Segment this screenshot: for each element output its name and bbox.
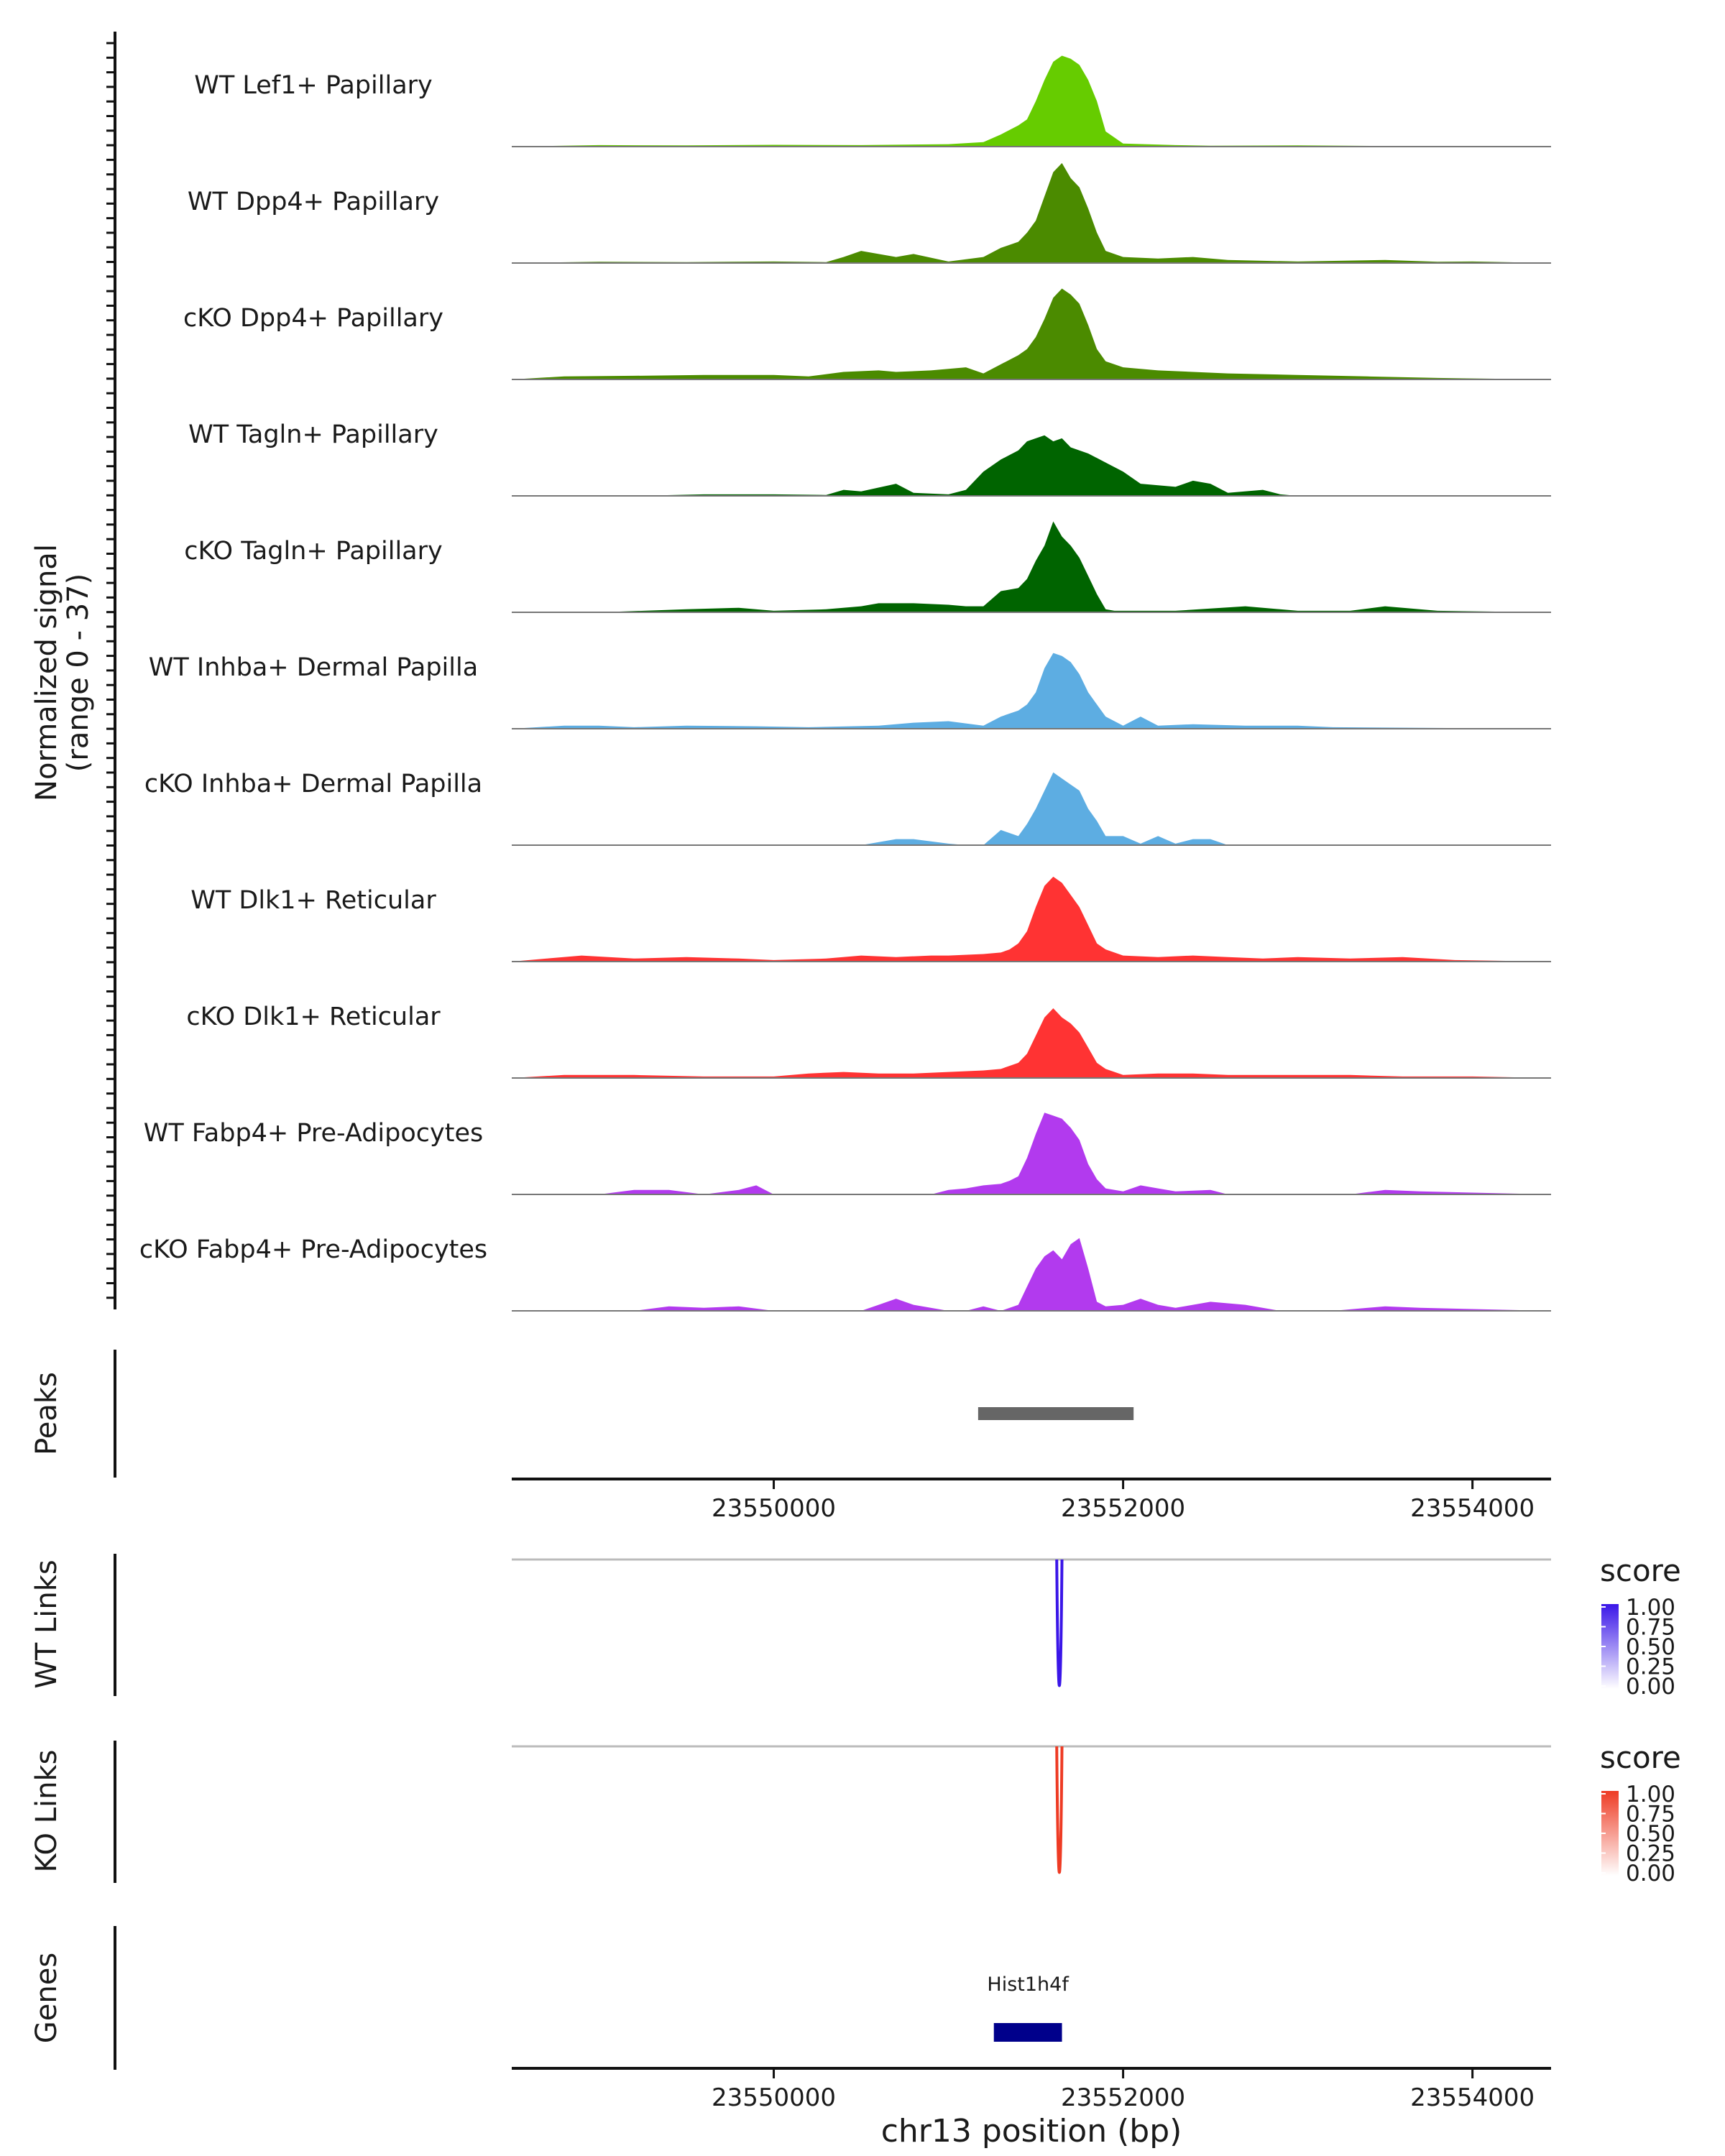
coverage-panel: Normalized signal (range 0 - 37) WT Lef1… (30, 32, 1551, 1312)
coverage-track-label-1: WT Lef1+ Papillary (194, 71, 433, 100)
legend-tick-label: 0.25 (1626, 1654, 1675, 1680)
coverage-area-8 (512, 876, 1551, 962)
x-tick-label: 23552000 (1061, 2083, 1185, 2112)
coverage-track-label-8: WT Dlk1+ Reticular (190, 886, 436, 915)
coverage-area-4 (512, 435, 1551, 496)
coverage-area-6 (512, 653, 1551, 729)
coverage-area-3 (512, 288, 1551, 379)
legend-tick-label: 0.00 (1626, 1861, 1675, 1886)
legend-tick-label: 0.50 (1626, 1821, 1675, 1847)
gene-label-1: Hist1h4f (987, 1973, 1070, 1996)
coverage-track-2: WT Dpp4+ Papillary (188, 162, 1551, 264)
coverage-area-1 (512, 55, 1551, 147)
coverage-area-11 (512, 1238, 1551, 1311)
coverage-track-label-11: cKO Fabp4+ Pre-Adipocytes (139, 1235, 487, 1264)
x-tick-label: 23550000 (712, 2083, 836, 2112)
coverage-track-9: cKO Dlk1+ Reticular (186, 1003, 1551, 1079)
legend-tick-label: 0.00 (1626, 1674, 1675, 1700)
x-axis-title: chr13 position (bp) (881, 2113, 1182, 2150)
coverage-tracks: WT Lef1+ Papillary WT Dpp4+ Papillary cKO … (139, 55, 1551, 1312)
coverage-track-label-6: WT Inhba+ Dermal Papilla (149, 653, 478, 682)
link-arc-2-1 (1055, 1746, 1064, 1874)
x-tick-label: 23550000 (712, 1494, 836, 1523)
x-axis-bottom: 23550000 23552000 23554000 (712, 2068, 1535, 2112)
legend-tick-label: 0.25 (1626, 1841, 1675, 1867)
x-tick-label: 23554000 (1410, 1494, 1535, 1523)
link-arc-1-1 (1055, 1559, 1064, 1687)
x-tick-label: 23554000 (1410, 2083, 1535, 2112)
genes-panel: Genes Hist1h4f 23550000 23552000 23554000 … (30, 1926, 1551, 2150)
gene-items: Hist1h4f (987, 1973, 1070, 2042)
legend-tick-label: 0.75 (1626, 1802, 1675, 1828)
coverage-track-label-7: cKO Inhba+ Dermal Papilla (144, 770, 482, 798)
legend-tick-label: 0.50 (1626, 1634, 1675, 1660)
legend-tick-label: 1.00 (1626, 1782, 1675, 1807)
coverage-track-5: cKO Tagln+ Papillary (184, 521, 1551, 613)
coverage-track-4: WT Tagln+ Papillary (188, 420, 1551, 497)
coverage-area-5 (512, 521, 1551, 612)
gene-body-1 (993, 2023, 1062, 2042)
links-label-1: WT Links (30, 1560, 63, 1688)
coverage-area-2 (512, 162, 1551, 263)
genes-label: Genes (30, 1953, 63, 2043)
coverage-y-ticks (106, 42, 115, 1299)
coverage-track-1: WT Lef1+ Papillary (194, 55, 1551, 147)
coverage-area-10 (512, 1112, 1551, 1194)
coverage-track-8: WT Dlk1+ Reticular (190, 876, 1551, 962)
x-axis-top: 23550000 23552000 23554000 (712, 1479, 1535, 1523)
legend-tick-label: 0.75 (1626, 1615, 1675, 1641)
x-tick-label: 23552000 (1061, 1494, 1185, 1523)
coverage-ylabel: Normalized signal (30, 544, 63, 801)
peak-region-1 (978, 1407, 1134, 1420)
coverage-ylabel-range: (range 0 - 37) (62, 573, 95, 772)
coverage-area-7 (512, 772, 1551, 845)
peaks-label: Peaks (30, 1372, 63, 1455)
coverage-track-label-3: cKO Dpp4+ Papillary (183, 304, 443, 333)
coverage-track-label-4: WT Tagln+ Papillary (188, 420, 438, 449)
coverage-track-label-9: cKO Dlk1+ Reticular (186, 1003, 441, 1031)
coverage-track-11: cKO Fabp4+ Pre-Adipocytes (139, 1235, 1551, 1312)
links-panel-2: KO Links score 1.000.750.500.250.00 (30, 1740, 1681, 1886)
links-panel-1: WT Links score 1.000.750.500.250.00 (30, 1553, 1681, 1700)
coverage-track-10: WT Fabp4+ Pre-Adipocytes (144, 1112, 1551, 1195)
coverage-track-3: cKO Dpp4+ Papillary (183, 288, 1551, 380)
coverage-track-label-2: WT Dpp4+ Papillary (188, 188, 439, 216)
peak-regions (978, 1407, 1134, 1420)
legend-title-1: score (1600, 1553, 1681, 1588)
legend-title-2: score (1600, 1740, 1681, 1775)
coverage-track-label-10: WT Fabp4+ Pre-Adipocytes (144, 1119, 483, 1148)
coverage-track-6: WT Inhba+ Dermal Papilla (149, 653, 1551, 729)
coverage-track-label-5: cKO Tagln+ Papillary (184, 537, 443, 566)
peaks-panel: Peaks 23550000 23552000 23554000 (30, 1350, 1551, 1523)
legend-tick-label: 1.00 (1626, 1595, 1675, 1621)
coverage-track-7: cKO Inhba+ Dermal Papilla (144, 770, 1551, 846)
links-label-2: KO Links (30, 1750, 63, 1873)
coverage-area-9 (512, 1008, 1551, 1078)
